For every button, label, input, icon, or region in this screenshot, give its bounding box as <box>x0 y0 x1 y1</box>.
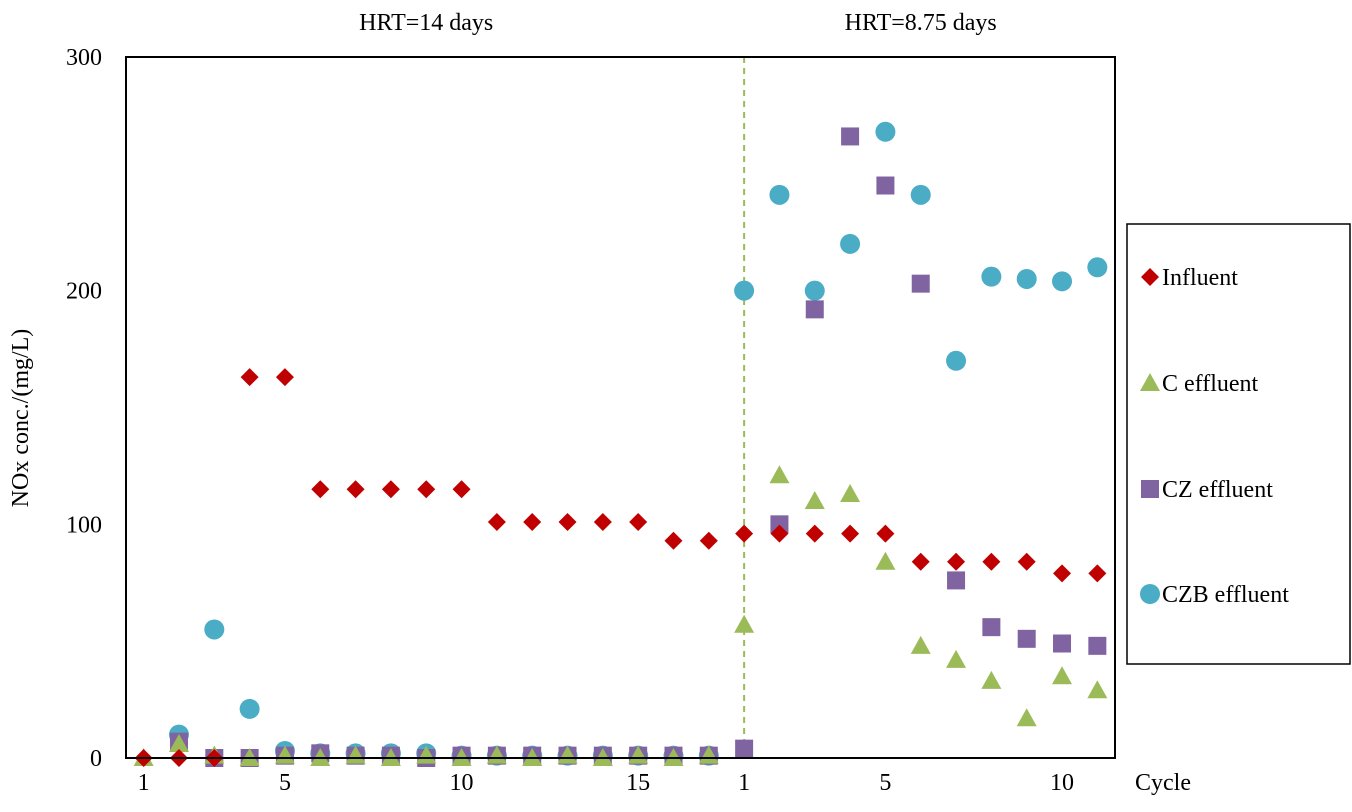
triangle-marker <box>840 483 861 502</box>
diamond-marker <box>487 512 506 531</box>
triangle-marker <box>168 733 189 752</box>
legend: Influent C effluent CZ effluent CZB effluen… <box>1126 223 1351 665</box>
y-tick-label: 0 <box>90 746 102 772</box>
triangle-marker <box>1087 680 1108 699</box>
square-marker <box>1053 634 1072 653</box>
section-label: HRT=14 days <box>359 10 493 36</box>
square-marker <box>1017 629 1036 648</box>
x-tick-label: 10 <box>1050 770 1074 796</box>
square-marker <box>982 618 1001 637</box>
square-marker <box>911 274 930 293</box>
section-label: HRT=8.75 days <box>845 10 997 36</box>
triangle-marker <box>416 745 437 764</box>
series-c-effluent <box>133 465 1108 766</box>
triangle-marker <box>804 490 825 509</box>
square-marker <box>841 127 860 146</box>
x-tick-label: 1 <box>738 770 750 796</box>
circle-marker <box>981 266 1002 287</box>
triangle-marker <box>345 745 366 764</box>
diamond-marker <box>947 552 966 571</box>
diamond-marker <box>629 512 648 531</box>
circle-marker <box>910 184 931 205</box>
triangle-marker <box>557 745 578 764</box>
y-tick-label: 100 <box>66 512 102 538</box>
x-tick-label: 5 <box>879 770 891 796</box>
y-tick-label: 300 <box>66 45 102 71</box>
square-marker <box>1088 636 1107 655</box>
diamond-marker <box>381 480 400 499</box>
triangle-marker <box>486 745 507 764</box>
triangle-marker <box>875 551 896 570</box>
diamond-marker <box>664 531 683 550</box>
legend-diamond-icon <box>1141 268 1159 286</box>
diamond-marker <box>735 524 754 543</box>
diamond-marker <box>1017 552 1036 571</box>
triangle-marker <box>698 745 719 764</box>
series-czb-effluent <box>168 121 1108 766</box>
square-marker <box>947 571 966 590</box>
diamond-marker <box>1088 564 1107 583</box>
triangle-marker <box>734 614 755 633</box>
triangle-marker <box>946 649 967 668</box>
diamond-marker <box>558 512 577 531</box>
diamond-marker <box>417 480 436 499</box>
triangle-marker <box>628 745 649 764</box>
triangle-marker <box>981 670 1002 689</box>
triangle-marker <box>274 745 295 764</box>
square-marker <box>735 739 754 758</box>
legend-square-icon <box>1141 480 1159 498</box>
x-tick-label: 10 <box>450 770 474 796</box>
diamond-marker <box>770 524 789 543</box>
diamond-marker <box>275 368 294 387</box>
diamond-marker <box>452 480 471 499</box>
circle-marker <box>1052 271 1073 292</box>
legend-circle-icon <box>1140 584 1160 604</box>
circle-marker <box>204 619 225 640</box>
triangle-marker <box>769 465 790 484</box>
circle-marker <box>769 184 790 205</box>
triangle-marker <box>1016 708 1037 727</box>
square-marker <box>876 176 895 195</box>
x-axis-label: Cycle <box>1135 770 1191 796</box>
circle-marker <box>239 698 260 719</box>
series-influent <box>134 368 1107 767</box>
y-tick-label: 200 <box>66 279 102 305</box>
x-tick-label: 5 <box>279 770 291 796</box>
triangle-marker <box>910 635 931 654</box>
circle-marker <box>840 233 861 254</box>
square-marker <box>770 515 789 534</box>
diamond-marker <box>346 480 365 499</box>
plot-area <box>125 56 1116 759</box>
y-axis-label: NOx conc./(mg/L) <box>8 329 34 508</box>
x-tick-label: 15 <box>626 770 650 796</box>
diamond-marker <box>593 512 612 531</box>
legend-entry-label: CZ effluent <box>1162 477 1273 503</box>
legend-entry-label: C effluent <box>1162 371 1259 397</box>
circle-marker <box>804 280 825 301</box>
series-cz-effluent <box>169 127 1107 767</box>
circle-marker <box>734 280 755 301</box>
legend-entry-label: CZB effluent <box>1162 582 1289 608</box>
diamond-marker <box>841 524 860 543</box>
diamond-marker <box>240 368 259 387</box>
circle-marker <box>1016 268 1037 289</box>
circle-marker <box>1087 257 1108 278</box>
circle-marker <box>946 350 967 371</box>
triangle-marker <box>1052 666 1073 685</box>
diamond-marker <box>982 552 1001 571</box>
legend-entry-label: Influent <box>1162 265 1238 291</box>
diamond-marker <box>876 524 895 543</box>
legend-triangle-icon <box>1140 373 1160 391</box>
diamond-marker <box>1053 564 1072 583</box>
diamond-marker <box>311 480 330 499</box>
square-marker <box>805 300 824 319</box>
diamond-marker <box>523 512 542 531</box>
diamond-marker <box>911 552 930 571</box>
x-tick-label: 1 <box>138 770 150 796</box>
legend-box <box>1126 223 1351 665</box>
diamond-marker <box>805 524 824 543</box>
circle-marker <box>875 121 896 142</box>
diamond-marker <box>699 531 718 550</box>
